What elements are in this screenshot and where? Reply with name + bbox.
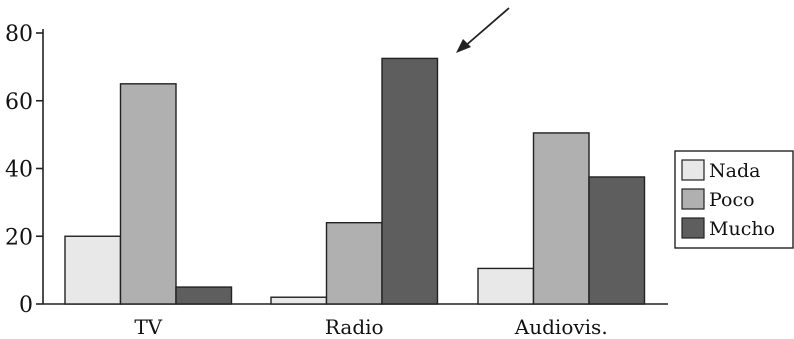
bar-mucho-radio (381, 57, 439, 305)
legend-label-nada: Nada (709, 160, 760, 182)
bar-poco-radio (325, 221, 383, 305)
bar-nada-tv (64, 235, 122, 305)
legend: Nada Poco Mucho (674, 150, 794, 249)
legend-swatch-nada (681, 159, 705, 181)
legend-swatch-poco (681, 188, 705, 210)
annotation-arrow (456, 7, 510, 53)
y-tick-label: 0 (19, 293, 33, 318)
arrow-shaft (463, 7, 510, 48)
category-labels: TV Radio Audiovis. (134, 315, 607, 339)
legend-swatch-mucho (681, 217, 705, 239)
bar-mucho-tv (175, 286, 233, 305)
bar-mucho-audiovis (588, 176, 646, 305)
legend-label-mucho: Mucho (709, 218, 775, 240)
bar-nada-audiovis (477, 267, 535, 305)
bar-poco-tv (119, 83, 177, 305)
bar-nada-radio (270, 296, 328, 305)
arrow-head (456, 39, 471, 53)
category-label: Audiovis. (514, 315, 608, 339)
bars (64, 57, 646, 305)
legend-label-poco: Poco (709, 189, 755, 211)
bar-poco-audiovis (532, 132, 590, 305)
y-tick-label: 20 (5, 225, 33, 250)
y-axis: 0 20 40 60 80 (5, 22, 44, 318)
y-tick-label: 40 (5, 158, 33, 183)
y-tick-label: 80 (5, 22, 33, 47)
category-label: TV (134, 315, 162, 339)
category-label: Radio (325, 315, 384, 339)
y-tick-label: 60 (5, 90, 33, 115)
